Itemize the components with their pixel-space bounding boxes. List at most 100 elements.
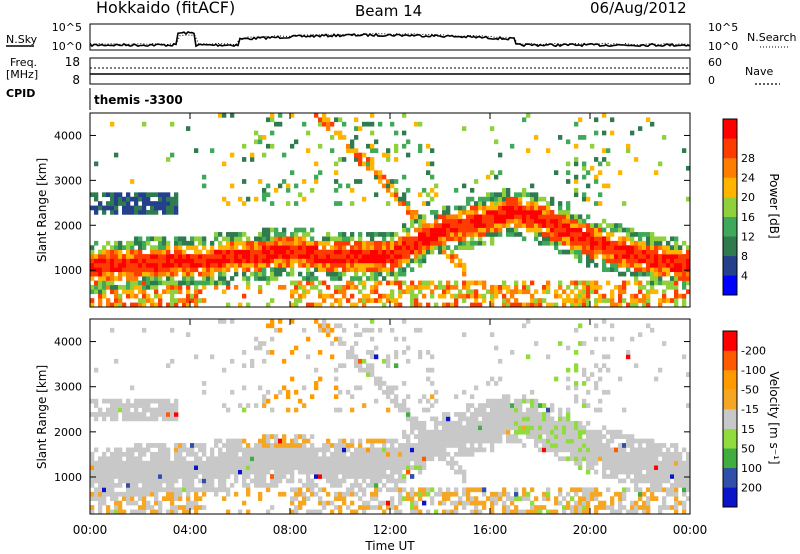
power-cell (358, 267, 363, 273)
power-cell (666, 249, 671, 255)
power-cell (658, 302, 663, 307)
power-cell (406, 201, 411, 206)
power-cell (594, 232, 599, 237)
power-cell (446, 232, 451, 237)
power-cell (554, 289, 559, 295)
velocity-cell (466, 403, 471, 408)
power-cell (466, 201, 471, 206)
velocity-cell (138, 505, 143, 510)
power-cell (522, 187, 527, 193)
power-cell (478, 201, 483, 206)
power-cell (110, 280, 115, 286)
power-cell (190, 267, 195, 273)
velocity-cell (254, 345, 259, 351)
power-cell (358, 126, 363, 131)
velocity-cell (258, 385, 263, 391)
power-cell (166, 276, 171, 281)
power-cell (398, 249, 403, 255)
velocity-cell (522, 394, 527, 400)
velocity-cell (654, 456, 659, 462)
power-cell (262, 152, 267, 158)
velocity-cell (662, 456, 667, 462)
colorbar-tick-label: 16 (741, 211, 755, 224)
velocity-cell (214, 491, 219, 497)
power-cell (414, 245, 419, 250)
power-cell (198, 262, 203, 268)
power-cell (394, 254, 399, 259)
velocity-cell (298, 500, 303, 506)
velocity-cell (418, 447, 423, 453)
cpid-panel: CPID themis -3300 (6, 87, 183, 110)
velocity-cell (582, 447, 587, 453)
power-cell (186, 289, 191, 295)
power-cell (154, 210, 159, 215)
power-cell (514, 223, 519, 228)
velocity-cell (94, 367, 99, 373)
velocity-cell (130, 447, 135, 453)
power-cell (494, 293, 499, 299)
power-cell (574, 161, 579, 167)
velocity-cell (682, 465, 687, 470)
power-cell (286, 271, 291, 277)
velocity-cell (218, 474, 223, 479)
velocity-cell (474, 407, 479, 413)
power-cell (478, 205, 483, 211)
search-noise-line (89, 32, 691, 46)
power-cell (662, 135, 667, 140)
velocity-cell (430, 367, 435, 373)
power-cell (494, 196, 499, 202)
velocity-cell (174, 496, 179, 501)
velocity-cell (382, 509, 387, 514)
velocity-cell (122, 407, 127, 413)
velocity-cell (590, 496, 595, 501)
power-cell (166, 284, 171, 290)
velocity-cell (218, 460, 223, 466)
power-cell (226, 232, 231, 237)
velocity-cell (686, 451, 690, 457)
power-cell (434, 227, 439, 233)
power-cell (94, 192, 99, 198)
power-cell (338, 130, 343, 136)
velocity-cell (418, 443, 423, 448)
velocity-cell (214, 438, 219, 444)
power-cell (418, 232, 423, 237)
velocity-cell (370, 505, 375, 510)
power-cell (254, 249, 259, 255)
power-cell (338, 262, 343, 268)
power-cell (362, 240, 367, 246)
power-cell (194, 289, 199, 295)
power-cell (570, 227, 575, 233)
power-cell (406, 289, 411, 295)
power-cell (382, 232, 387, 237)
power-cell (358, 254, 363, 259)
power-cell (582, 232, 587, 237)
velocity-cell (622, 469, 627, 475)
velocity-cell (270, 323, 275, 329)
power-cell (278, 245, 283, 250)
power-cell (278, 113, 283, 118)
power-cell (630, 249, 635, 255)
power-cell (162, 205, 167, 211)
power-cell (154, 293, 159, 299)
power-cell (406, 240, 411, 246)
power-cell (146, 276, 151, 281)
velocity-cell (554, 420, 559, 426)
velocity-cell (394, 398, 399, 404)
power-cell (346, 280, 351, 286)
power-cell (634, 280, 639, 286)
velocity-cell (498, 416, 503, 422)
power-cell (242, 179, 247, 184)
velocity-cell (650, 456, 655, 462)
velocity-cell (494, 434, 499, 439)
power-cell (194, 298, 199, 303)
velocity-cell (618, 376, 623, 382)
power-cell (426, 245, 431, 250)
velocity-cell (590, 491, 595, 497)
velocity-cell (146, 469, 151, 475)
velocity-cell (202, 482, 207, 488)
power-cell (550, 196, 555, 202)
velocity-cell (150, 451, 155, 457)
power-cell (618, 293, 623, 299)
velocity-cell (210, 478, 215, 484)
power-cell (670, 236, 675, 242)
